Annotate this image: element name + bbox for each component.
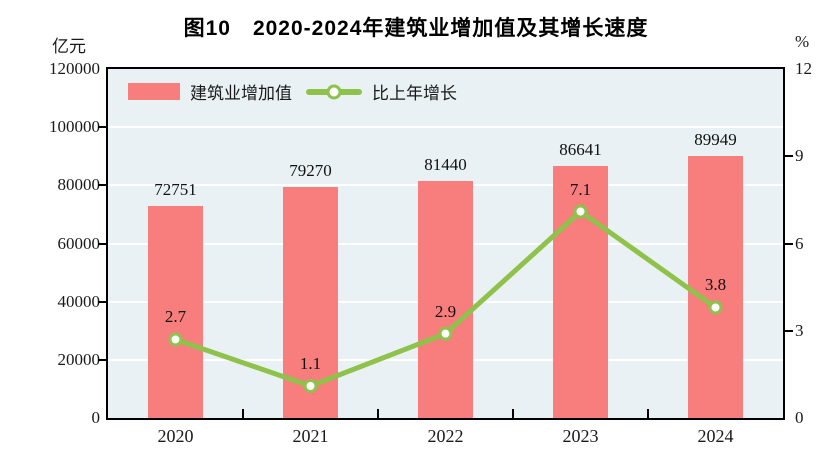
left-axis-unit-label: 亿元 <box>52 37 86 56</box>
line-series-swatch <box>306 84 362 99</box>
left-axis-tick-label: 20000 <box>57 349 101 369</box>
right-axis-tick-label: 9 <box>795 146 804 166</box>
right-axis-tick-label: 0 <box>795 408 804 427</box>
line-series-label: 比上年增长 <box>372 84 457 103</box>
line-marker-icon <box>326 84 342 99</box>
left-axis-tick <box>98 300 106 303</box>
growth-line <box>173 209 718 389</box>
left-axis-tick-label: 0 <box>91 408 101 427</box>
line-marker-2020 <box>168 332 183 347</box>
left-axis-tick-label: 60000 <box>57 233 101 253</box>
left-axis-tick-label: 80000 <box>57 175 101 195</box>
bar-2024 <box>688 156 743 418</box>
line-value-label: 3.8 <box>704 275 727 295</box>
right-axis-tick <box>785 242 793 245</box>
bar-value-label: 81440 <box>424 155 467 175</box>
legend-item-line-series: 比上年增长 <box>306 79 457 104</box>
right-axis-tick-label: 6 <box>795 233 804 253</box>
x-axis-tick <box>377 409 379 418</box>
bar-value-label: 79270 <box>289 161 332 181</box>
left-axis-tick-label: 40000 <box>57 291 101 311</box>
line-marker-2021 <box>303 379 318 394</box>
legend-item-bar-series: 建筑业增加值 <box>128 79 292 104</box>
line-value-label: 2.7 <box>164 307 187 327</box>
bar-series-swatch <box>128 83 180 100</box>
left-axis-tick <box>98 184 106 187</box>
chart-title: 图10 2020-2024年建筑业增加值及其增长速度 <box>183 17 649 40</box>
bar-2020 <box>148 206 203 418</box>
left-axis-tick-label: 100000 <box>49 117 100 137</box>
right-axis-unit-label: % <box>795 32 810 51</box>
line-marker-2022 <box>438 326 453 341</box>
right-axis-tick-label: 3 <box>795 320 804 340</box>
line-value-label: 7.1 <box>569 179 592 199</box>
bar-series-label: 建筑业增加值 <box>190 84 292 103</box>
x-axis-label-2021: 2021 <box>292 426 329 446</box>
bar-value-label: 89949 <box>694 130 737 150</box>
x-axis-tick <box>647 409 649 418</box>
x-axis-label-2022: 2022 <box>427 426 464 446</box>
right-axis-tick <box>785 155 793 158</box>
x-axis-label-2024: 2024 <box>697 426 734 446</box>
x-axis-label-2020: 2020 <box>157 426 194 446</box>
line-value-label: 1.1 <box>299 354 322 373</box>
gridline <box>108 126 783 129</box>
right-axis-tick-label: 12 <box>795 59 812 78</box>
line-marker-2024 <box>708 300 723 315</box>
growth-line-layer <box>168 204 723 394</box>
left-axis-tick-label: 120000 <box>49 59 100 78</box>
line-value-label: 2.9 <box>434 301 457 321</box>
x-axis-label-2023: 2023 <box>562 426 599 446</box>
legend: 建筑业增加值 比上年增长 <box>128 79 457 104</box>
x-axis-tick <box>242 409 244 418</box>
bar-value-label: 86641 <box>559 140 602 160</box>
x-axis-tick <box>512 409 514 418</box>
left-axis-tick <box>98 358 106 361</box>
left-axis-tick <box>98 242 106 245</box>
bar-value-label: 72751 <box>154 180 197 200</box>
right-axis-tick <box>785 329 793 332</box>
line-marker-2023 <box>573 204 588 219</box>
left-axis-tick <box>98 126 106 129</box>
plot-area <box>106 67 785 420</box>
bar-2022 <box>418 181 473 418</box>
